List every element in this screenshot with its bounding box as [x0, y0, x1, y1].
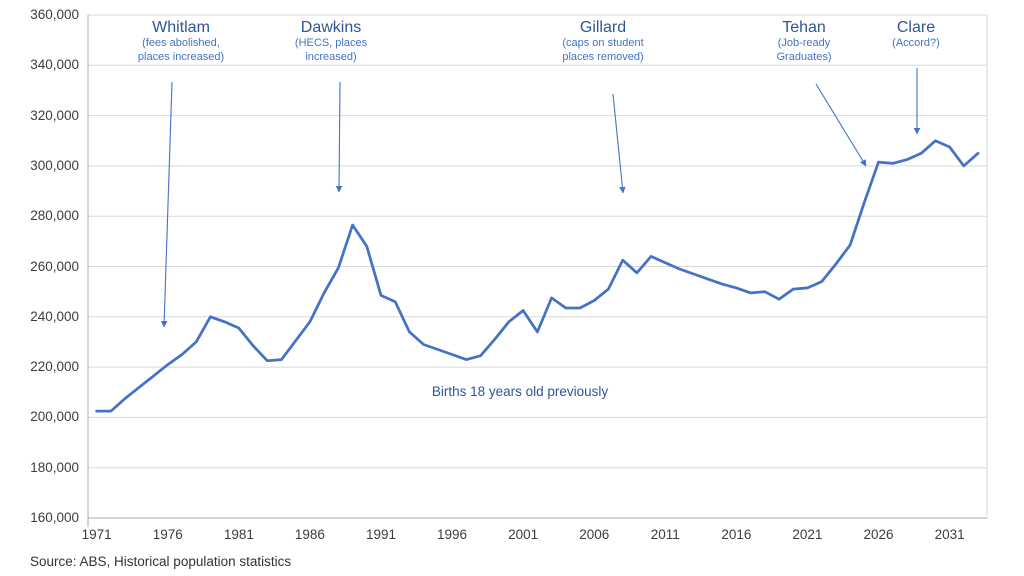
annotation-detail: places increased) — [137, 50, 225, 63]
y-axis-label: 180,000 — [30, 459, 79, 475]
annotation-detail: Graduates) — [776, 50, 832, 63]
x-axis-label: 1991 — [365, 527, 397, 542]
annotation-clare: Clare (Accord?) — [892, 18, 940, 51]
annotation-detail: (HECS, places — [294, 37, 368, 49]
annotation-title: Whitlam — [152, 19, 210, 36]
x-axis-label: 1996 — [437, 527, 468, 542]
x-axis-label: 2021 — [792, 527, 823, 542]
y-axis-label: 340,000 — [30, 57, 79, 73]
annotation-title: Tehan — [782, 19, 826, 36]
annotation-arrow — [160, 81, 173, 328]
y-axis-label: 160,000 — [30, 510, 79, 525]
annotation-detail: (fees abolished, — [142, 37, 220, 49]
annotation-detail: (Accord?) — [892, 37, 940, 49]
y-axis-label: 300,000 — [30, 157, 79, 173]
annotation-title: Dawkins — [300, 19, 362, 36]
x-axis-label: 2031 — [934, 527, 965, 542]
y-axis-label: 360,000 — [30, 7, 79, 22]
x-axis-label: 2011 — [650, 527, 680, 542]
y-axis-label: 320,000 — [30, 107, 79, 123]
annotation-detail: (Job-ready — [777, 37, 831, 49]
annotation-arrow — [335, 81, 343, 193]
x-axis-label: 1981 — [223, 527, 254, 542]
annotation-title: Gillard — [579, 19, 627, 36]
y-axis-label: 260,000 — [30, 258, 79, 274]
annotation-arrow — [815, 83, 867, 167]
x-axis-label: 2016 — [721, 527, 752, 542]
x-axis-label: 2006 — [579, 527, 610, 542]
annotation-detail: places removed) — [562, 50, 644, 63]
annotation-detail: increased) — [305, 50, 357, 63]
annotation-gillard: Gillard (caps on student places removed) — [562, 18, 643, 64]
annotation-tehan: Tehan (Job-ready Graduates) — [776, 18, 831, 64]
x-axis-label: 2001 — [508, 527, 539, 542]
x-axis-label: 1971 — [81, 527, 112, 542]
annotation-arrow — [612, 93, 626, 194]
annotation-dawkins: Dawkins (HECS, places increased) — [295, 18, 367, 64]
y-axis-label: 200,000 — [30, 409, 79, 425]
y-axis-label: 220,000 — [30, 359, 79, 375]
y-axis-label: 240,000 — [30, 308, 79, 324]
annotation-detail: (caps on student — [562, 37, 644, 49]
births-line — [95, 139, 980, 413]
x-axis-label: 1976 — [152, 527, 183, 542]
annotation-title: Clare — [896, 19, 936, 36]
series-label: Births 18 years old previously — [431, 384, 609, 399]
source-note: Source: ABS, Historical population stati… — [30, 554, 292, 569]
annotation-whitlam: Whitlam (fees abolished, places increased) — [138, 18, 224, 64]
x-axis-label: 2026 — [863, 527, 894, 542]
x-axis-label: 1986 — [294, 527, 325, 542]
y-axis-label: 280,000 — [30, 208, 79, 224]
